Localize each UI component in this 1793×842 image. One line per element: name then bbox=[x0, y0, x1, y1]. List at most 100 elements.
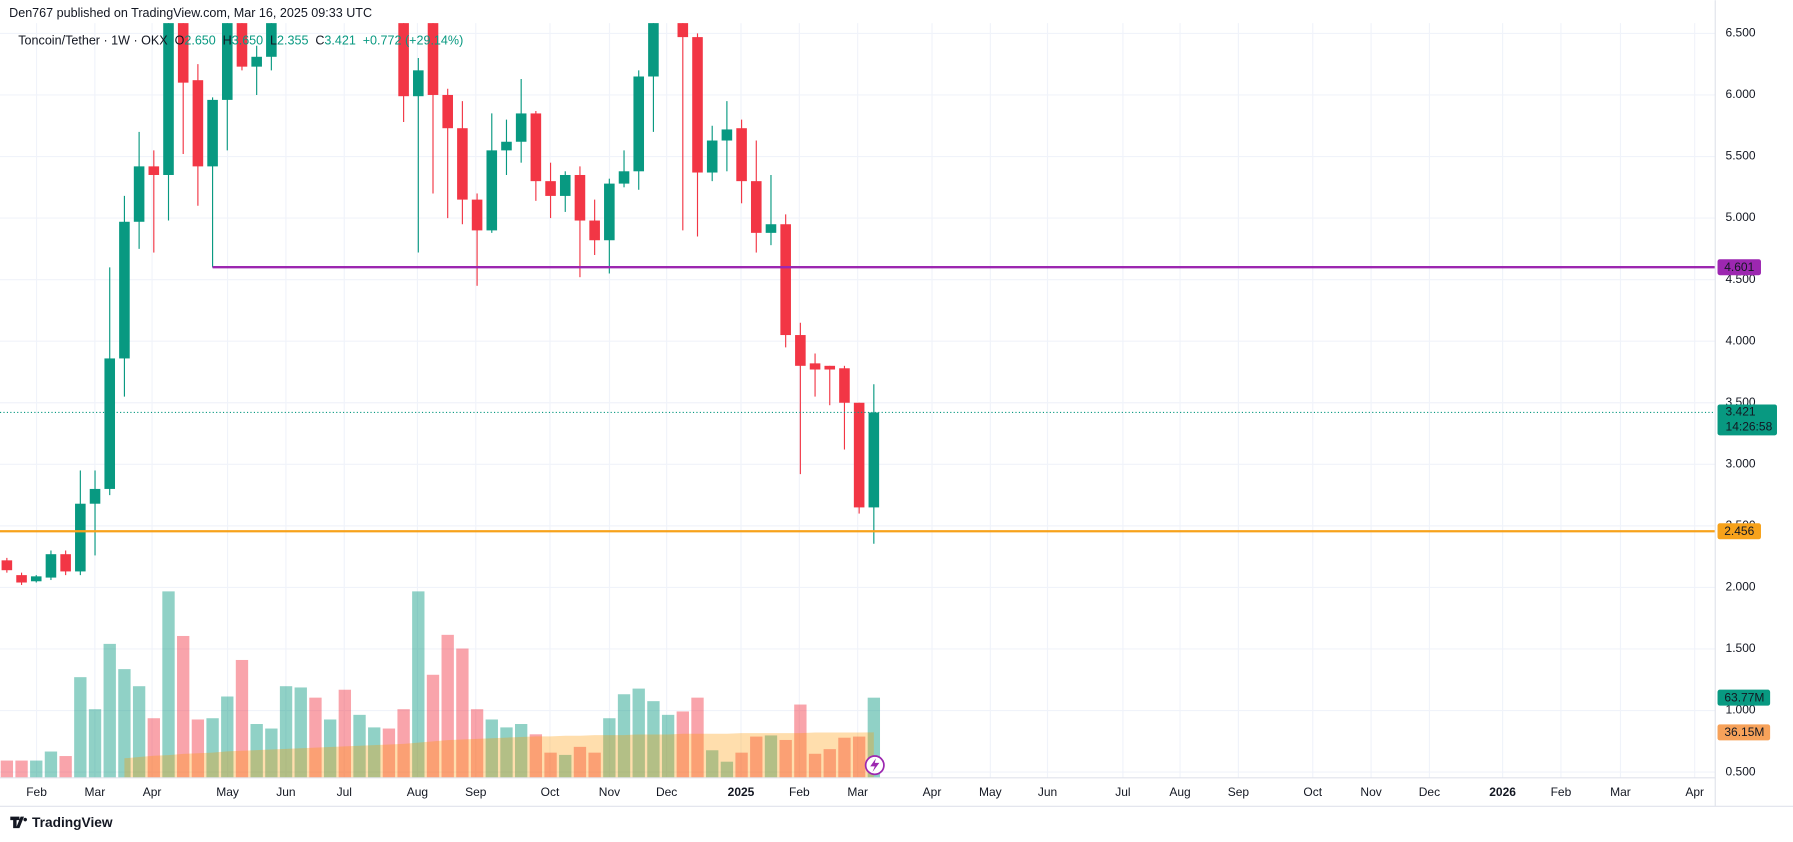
volume-bar bbox=[750, 736, 763, 778]
x-tick-label: Dec bbox=[656, 785, 677, 799]
candle-body bbox=[427, 23, 439, 95]
price-tag-label: 4.601 bbox=[1724, 260, 1754, 274]
volume-bar bbox=[412, 591, 425, 778]
volume-tag bbox=[1717, 689, 1771, 706]
candle-body bbox=[706, 140, 718, 173]
x-tick-label: Aug bbox=[1169, 785, 1190, 799]
volume-bar bbox=[279, 686, 293, 778]
x-tick-label: Jul bbox=[1115, 785, 1130, 799]
candle-body bbox=[413, 70, 424, 97]
x-tick-label: May bbox=[979, 785, 1002, 799]
volume-bar bbox=[323, 719, 337, 778]
volume-bar bbox=[30, 760, 43, 778]
candle-body bbox=[266, 23, 277, 57]
x-tick-label: Nov bbox=[599, 785, 620, 799]
candle-body bbox=[442, 94, 453, 129]
candle-body bbox=[457, 128, 468, 200]
candle-body bbox=[750, 181, 762, 233]
candle-body bbox=[868, 412, 880, 508]
legend-key: O bbox=[175, 34, 185, 48]
volume-bar bbox=[706, 750, 719, 778]
price-tag bbox=[1717, 259, 1761, 276]
volume-ma-tag bbox=[1717, 724, 1771, 741]
legend-key: C bbox=[315, 34, 324, 48]
candle-body bbox=[574, 174, 586, 221]
candle-body bbox=[618, 171, 630, 184]
candle-body bbox=[824, 365, 836, 370]
volume-bar bbox=[147, 718, 160, 778]
candle-body bbox=[119, 221, 130, 359]
volume-bar bbox=[162, 591, 175, 778]
lightning-icon bbox=[864, 755, 885, 776]
y-tick-label: 5.500 bbox=[1726, 149, 1756, 163]
volume-bar bbox=[779, 739, 792, 778]
x-tick-label: Sep bbox=[465, 785, 487, 799]
candle-body bbox=[501, 141, 512, 151]
candle-body bbox=[692, 37, 703, 173]
candle-body bbox=[486, 150, 498, 231]
countdown-label: 14:26:58 bbox=[1726, 420, 1773, 434]
y-tick-label: 2.000 bbox=[1726, 580, 1756, 594]
candle-body bbox=[148, 166, 160, 175]
candle-body bbox=[236, 23, 248, 67]
x-tick-label: Feb bbox=[1551, 785, 1572, 799]
x-tick-label: Oct bbox=[541, 785, 560, 799]
symbol: Toncoin/Tether · 1W · OKX bbox=[18, 34, 168, 48]
x-tick-label: 2025 bbox=[728, 785, 755, 799]
candle-body bbox=[515, 113, 527, 142]
volume-bar bbox=[88, 709, 102, 778]
candle-body bbox=[16, 575, 27, 583]
y-tick-label: 1.500 bbox=[1726, 641, 1756, 655]
x-tick-label: Apr bbox=[923, 785, 942, 799]
volume-bar bbox=[691, 697, 704, 778]
y-tick-label: 3.000 bbox=[1726, 456, 1756, 470]
volume-bar bbox=[382, 728, 396, 778]
volume-bar bbox=[44, 751, 58, 778]
volume-pane bbox=[0, 591, 881, 778]
candle-body bbox=[163, 23, 174, 175]
volume-bar bbox=[573, 746, 587, 778]
y-tick-label: 4.000 bbox=[1726, 333, 1756, 347]
volume-bar bbox=[397, 709, 410, 778]
volume-bar bbox=[353, 714, 366, 778]
y-tick-label: 4.500 bbox=[1726, 272, 1756, 286]
volume-bar bbox=[485, 719, 498, 778]
y-tick-label: 5.000 bbox=[1726, 210, 1756, 224]
candle-body bbox=[648, 23, 659, 77]
volume-bar bbox=[0, 760, 14, 778]
volume-bar bbox=[132, 686, 146, 778]
y-tick-label: 1.000 bbox=[1726, 703, 1756, 717]
volume-bar bbox=[309, 697, 322, 778]
volume-bar bbox=[470, 709, 484, 778]
candle-body bbox=[809, 363, 821, 370]
candle-body bbox=[45, 554, 57, 578]
candle-body bbox=[60, 554, 71, 572]
candle-body bbox=[398, 23, 409, 97]
candle-body bbox=[133, 166, 145, 222]
volume-bar bbox=[15, 760, 28, 778]
volume-bar bbox=[808, 753, 822, 778]
volume-bar bbox=[544, 752, 557, 778]
candle-body bbox=[221, 23, 233, 100]
y-tick-label: 6.000 bbox=[1726, 87, 1756, 101]
candle-body bbox=[1, 560, 13, 571]
candle-body bbox=[559, 174, 571, 196]
price-pane bbox=[0, 23, 1716, 585]
y-tick-label: 0.500 bbox=[1726, 764, 1756, 778]
volume-bar bbox=[191, 719, 205, 778]
candle-body bbox=[192, 80, 204, 167]
volume-bar bbox=[852, 736, 866, 778]
grid bbox=[0, 23, 1716, 778]
candle-body bbox=[604, 183, 615, 241]
price-tag-label: 2.456 bbox=[1724, 524, 1754, 538]
candle-body bbox=[471, 199, 483, 231]
candle-body bbox=[765, 224, 777, 233]
volume-bar bbox=[603, 718, 616, 778]
legend-key: L bbox=[270, 34, 277, 48]
volume-bar bbox=[221, 696, 234, 778]
x-tick-label: Mar bbox=[847, 785, 868, 799]
volume-bar bbox=[294, 687, 307, 778]
volume-bar bbox=[441, 634, 454, 778]
volume-bar bbox=[235, 659, 249, 778]
